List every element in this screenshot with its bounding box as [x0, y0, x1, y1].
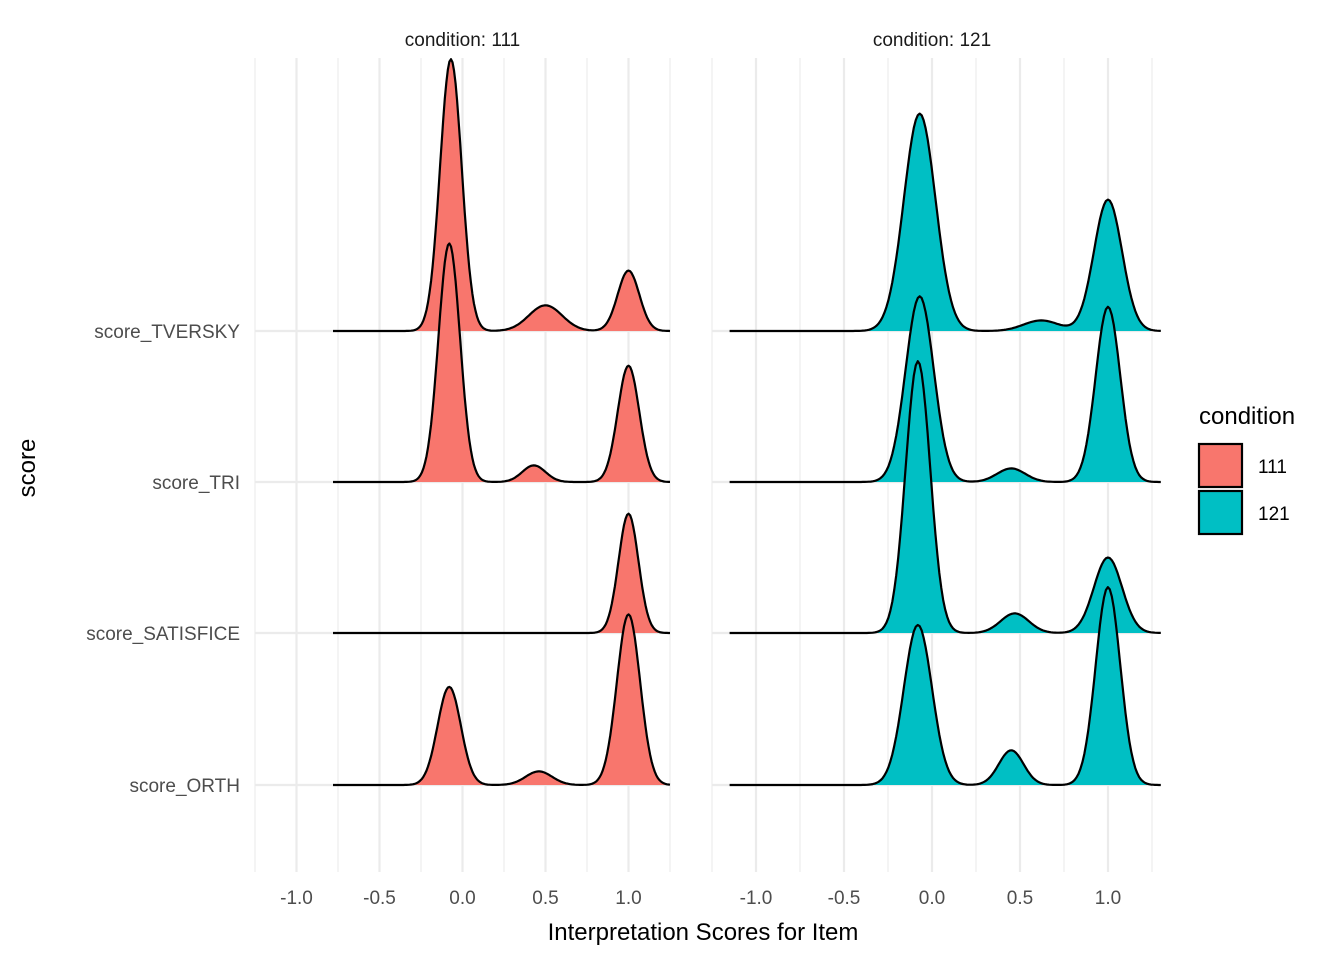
- ridge-fill-score_ORTH: [333, 614, 670, 785]
- legend: condition 111 121: [1197, 403, 1295, 536]
- y-tick-label: score_ORTH: [129, 776, 240, 797]
- y-tick-label: score_SATISFICE: [86, 624, 240, 645]
- legend-swatch-111: [1197, 442, 1244, 489]
- y-tick-label: score_TVERSKY: [94, 322, 240, 343]
- ridge-line-score_SATISFICE: [729, 360, 1161, 635]
- ridge-fill-score_TRI: [729, 296, 1161, 482]
- legend-entries: 111 121: [1197, 442, 1290, 536]
- ridge-line-score_TRI: [729, 295, 1161, 484]
- ridge-fill-score_TVERSKY: [729, 113, 1161, 331]
- x-tick-label: 0.0: [919, 888, 945, 909]
- ridge-line-score_ORTH: [729, 586, 1161, 787]
- facet-strip-label: condition: 121: [873, 30, 991, 51]
- x-tick-label: 0.5: [532, 888, 558, 909]
- legend-title: condition: [1199, 403, 1295, 430]
- y-tick-label: score_TRI: [152, 473, 240, 494]
- legend-swatch-121: [1197, 489, 1244, 536]
- ridge-line-score_TVERSKY: [729, 112, 1161, 333]
- ridge-line-score_TRI: [333, 242, 670, 484]
- x-tick-label: -0.5: [363, 888, 396, 909]
- x-tick-label: -0.5: [828, 888, 861, 909]
- x-axis-title: Interpretation Scores for Item: [548, 919, 859, 946]
- ridge-line-score_TVERSKY: [333, 58, 671, 333]
- facet-panel-121: -1.0 -0.5 0.0 0.5 1.0 condition: 121: [711, 30, 1161, 909]
- x-tick-label: -1.0: [740, 888, 773, 909]
- ridge-fill-score_TRI: [333, 243, 670, 482]
- y-axis-title: score: [14, 439, 41, 498]
- ridge-fill-score_ORTH: [729, 587, 1161, 785]
- x-tick-label: 0.0: [449, 888, 475, 909]
- facet-panel-111: -1.0 -0.5 0.0 0.5 1.0 condition: 111: [254, 30, 671, 909]
- ridge-fill-score_SATISFICE: [333, 513, 670, 633]
- x-tick-label: 1.0: [615, 888, 641, 909]
- ridge-fill-score_TVERSKY: [333, 59, 670, 331]
- x-tick-label: 0.5: [1007, 888, 1033, 909]
- ridge-line-score_ORTH: [333, 613, 671, 787]
- legend-label: 121: [1258, 504, 1290, 525]
- facet-strip-label: condition: 111: [405, 30, 521, 51]
- facet-panels: -1.0 -0.5 0.0 0.5 1.0 condition: 111 -1.0 -0.5 0…: [86, 30, 1161, 909]
- x-tick-label: 1.0: [1095, 888, 1121, 909]
- legend-label: 111: [1258, 457, 1287, 478]
- ridge-line-score_SATISFICE: [333, 512, 670, 635]
- x-tick-label: -1.0: [280, 888, 313, 909]
- ridge-fill-score_SATISFICE: [729, 361, 1161, 633]
